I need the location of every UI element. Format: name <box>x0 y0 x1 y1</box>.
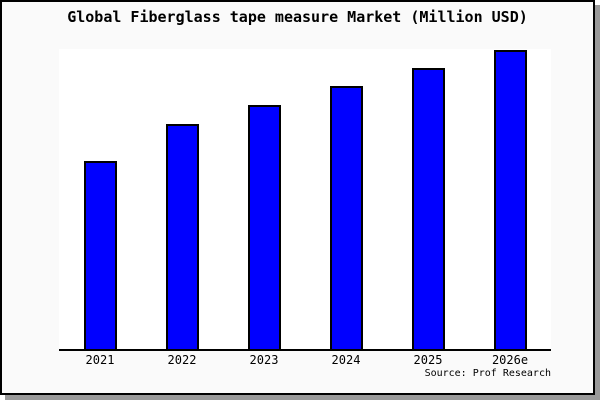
bar-2021 <box>83 161 117 349</box>
x-tick-label-2021: 2021 <box>85 353 115 367</box>
plot-area <box>59 49 551 351</box>
chart-title: Global Fiberglass tape measure Market (M… <box>67 8 528 26</box>
bar-2026e <box>493 50 527 349</box>
x-tick-label-2026e: 2026e <box>491 353 529 367</box>
x-tick-label-2025: 2025 <box>413 353 443 367</box>
bar-2025 <box>411 68 445 349</box>
x-tick-label-2022: 2022 <box>167 353 197 367</box>
x-tick-label-2024: 2024 <box>331 353 361 367</box>
chart-figure: Global Fiberglass tape measure Market (M… <box>0 0 595 395</box>
x-tick-label-2023: 2023 <box>249 353 279 367</box>
bar-2023 <box>247 105 281 349</box>
bar-2024 <box>329 86 363 349</box>
source-credit: Source: Prof Research <box>424 368 551 379</box>
bar-2022 <box>165 124 199 349</box>
